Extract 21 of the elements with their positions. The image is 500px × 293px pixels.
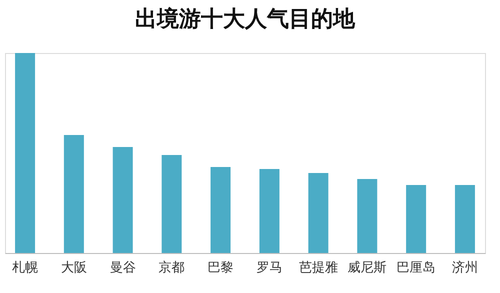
x-tick-label: 札幌 [12,260,38,276]
bar [112,147,133,253]
bar [162,155,182,253]
x-tick-label: 巴厘岛 [396,260,436,276]
bar [308,173,328,253]
x-tick-label: 巴黎 [208,260,234,276]
x-tick-label: 济州 [452,260,478,276]
bar [454,185,475,253]
x-tick-label: 芭提雅 [298,260,338,276]
bar [357,179,378,253]
bar [210,167,231,253]
x-tick-label: 威尼斯 [348,260,387,276]
x-tick-label: 罗马 [256,260,282,276]
x-tick-label: 大阪 [60,260,87,276]
x-tick-label: 曼谷 [110,260,136,276]
chart-title: 出境游十大人气目的地 [135,6,356,32]
bar [259,169,280,253]
x-tick-label: 京都 [158,260,185,276]
bar [406,185,426,253]
bar [64,135,84,253]
bar [15,53,36,253]
